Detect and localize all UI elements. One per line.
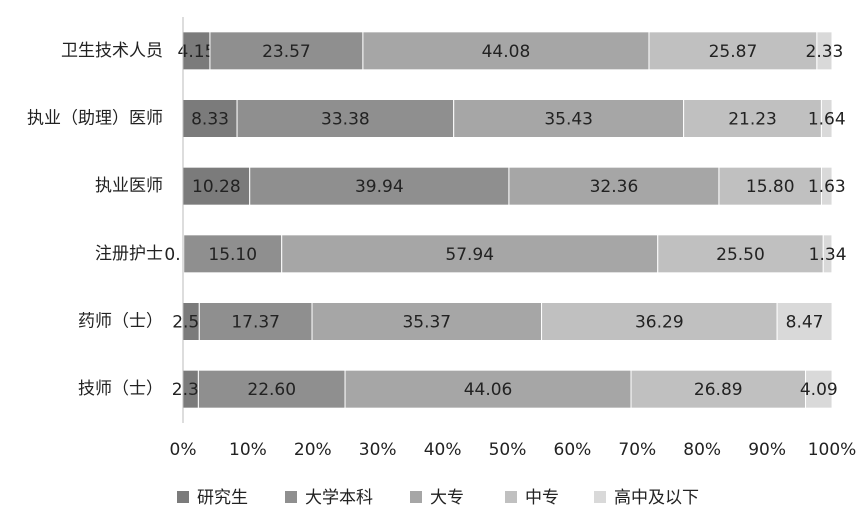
legend-label: 高中及以下	[614, 488, 699, 508]
x-tick-label: 30%	[359, 440, 397, 460]
x-tick-label: 80%	[683, 440, 721, 460]
data-label: 26.89	[694, 380, 743, 400]
data-label: 44.06	[464, 380, 513, 400]
data-label: 44.08	[482, 42, 531, 62]
data-label: 15.10	[208, 245, 257, 265]
data-label: 33.38	[321, 110, 370, 130]
data-label: 35.37	[402, 313, 451, 333]
data-label: 23.57	[262, 42, 311, 62]
bar-segment	[311, 302, 543, 341]
y-tick-label: 执业医师	[95, 176, 163, 196]
data-label: 8.47	[786, 313, 824, 333]
bar-segment	[453, 99, 685, 138]
x-tick-label: 50%	[489, 440, 527, 460]
bar-segment	[683, 99, 822, 138]
x-tick-label: 90%	[748, 440, 786, 460]
bar-segment	[657, 234, 824, 274]
legend-label: 大学本科	[305, 488, 373, 508]
legend-label: 研究生	[197, 488, 248, 508]
x-tick-label: 20%	[294, 440, 332, 460]
x-tick-label: 40%	[424, 440, 462, 460]
y-tick-label: 执业（助理）医师	[27, 109, 163, 129]
bar-segment	[805, 369, 833, 409]
bar-segment	[816, 31, 833, 71]
x-tick-label: 100%	[808, 440, 857, 460]
y-tick-label: 药师（士）	[78, 312, 163, 332]
bar-segment	[182, 166, 251, 206]
data-label: 35.43	[544, 110, 593, 130]
bar-segment	[198, 302, 313, 341]
legend-swatch	[410, 491, 422, 503]
data-label: 57.94	[445, 245, 494, 265]
bar-segment	[249, 166, 510, 206]
data-label: 25.50	[716, 245, 765, 265]
data-label: 21.23	[728, 110, 777, 130]
data-label: 32.36	[590, 177, 639, 197]
data-label: 39.94	[355, 177, 404, 197]
data-label: 4.09	[800, 380, 838, 400]
data-label: 2.33	[806, 42, 844, 62]
data-label: 36.29	[635, 313, 684, 333]
legend-label: 中专	[525, 488, 559, 508]
data-label: 4.15	[178, 42, 216, 62]
data-label: 1.64	[808, 110, 846, 130]
data-label: 15.80	[746, 177, 795, 197]
legend-swatch	[177, 491, 189, 503]
y-tick-label: 注册护士	[95, 244, 163, 264]
data-label: 1.63	[808, 177, 846, 197]
y-tick-label: 技师（士）	[78, 379, 163, 399]
x-tick-label: 0%	[170, 440, 197, 460]
bar-segment	[508, 166, 720, 206]
x-tick-label: 60%	[554, 440, 592, 460]
data-label: 10.28	[192, 177, 241, 197]
bar-segment	[197, 369, 346, 409]
y-tick-label: 卫生技术人员	[61, 41, 163, 61]
data-label: 8.33	[191, 110, 229, 130]
bar-segment	[344, 369, 632, 409]
bar-segment	[209, 31, 364, 71]
bar-segment	[236, 99, 455, 138]
x-tick-label: 10%	[229, 440, 267, 460]
bar-segment	[182, 99, 238, 138]
legend-label: 大专	[430, 488, 464, 508]
legend-swatch	[594, 491, 606, 503]
bar-segment	[281, 234, 659, 274]
bar-segment	[183, 234, 283, 274]
x-tick-label: 70%	[618, 440, 656, 460]
data-label: 1.34	[809, 245, 847, 265]
legend-swatch	[285, 491, 297, 503]
bar-segment	[820, 166, 833, 206]
data-label: 25.87	[709, 42, 758, 62]
data-label: 17.37	[231, 313, 280, 333]
bar-segment	[630, 369, 807, 409]
bar-segment	[822, 234, 833, 274]
data-label: 22.60	[247, 380, 296, 400]
bar-segment	[820, 99, 833, 138]
bar-segment	[776, 302, 833, 341]
legend-swatch	[505, 491, 517, 503]
